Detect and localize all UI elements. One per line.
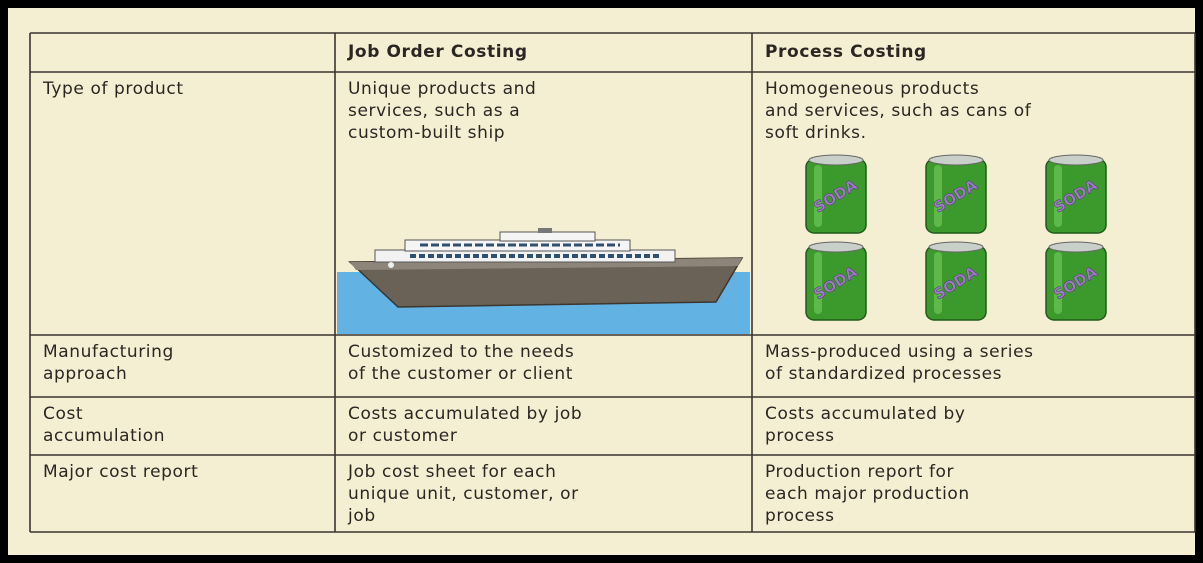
soda-can: SODA [1045, 241, 1107, 321]
cell-text: Costs accumulated by job [348, 404, 583, 424]
can-top [1048, 154, 1104, 166]
can-shine [1054, 252, 1062, 314]
cell-text: soft drinks. [765, 123, 867, 143]
cell-text: Unique products and [348, 79, 537, 99]
cans: SODA SODA SODA SODA SODA SODA [805, 154, 1107, 321]
can-shine [814, 165, 822, 227]
mast [538, 228, 552, 233]
soda-can: SODA [1045, 154, 1107, 234]
cell-text: of the customer or client [348, 364, 574, 384]
soda-can: SODA [925, 241, 987, 321]
cell-text: Homogeneous products [765, 79, 980, 99]
soda-can: SODA [805, 154, 867, 234]
row-label: approach [43, 364, 128, 384]
porthole [388, 262, 394, 268]
cell-text: Customized to the needs [348, 342, 575, 362]
can-top [928, 154, 984, 166]
deck-3 [499, 231, 596, 242]
row-label: Cost [43, 404, 84, 424]
cell-text: job [348, 506, 376, 526]
can-top [1048, 241, 1104, 253]
cell-text: Costs accumulated by [765, 404, 966, 424]
cell-text: custom-built ship [348, 123, 506, 143]
cell-text: and services, such as cans of [765, 101, 1032, 121]
cell-text: process [765, 426, 835, 446]
cell-text: services, such as a [348, 101, 521, 121]
can-top [808, 154, 864, 166]
can-top [928, 241, 984, 253]
column-header: Job Order Costing [348, 42, 528, 62]
can-top [808, 241, 864, 253]
soda-can: SODA [805, 241, 867, 321]
can-shine [1054, 165, 1062, 227]
cell-text: of standardized processes [765, 364, 1003, 384]
cell-text: unique unit, customer, or [348, 484, 579, 504]
cell-text: Production report for [765, 462, 955, 482]
can-shine [934, 252, 942, 314]
row-label: Manufacturing [43, 342, 174, 362]
cell-text: or customer [348, 426, 458, 446]
ship-illustration [337, 228, 750, 334]
can-shine [934, 165, 942, 227]
row-label: Type of product [43, 79, 184, 99]
column-header: Process Costing [765, 42, 927, 62]
row-label: accumulation [43, 426, 166, 446]
cell-text: Job cost sheet for each [348, 462, 557, 482]
cell-text: Mass-produced using a series [765, 342, 1034, 362]
cell-text: each major production [765, 484, 970, 504]
table-grid [29, 32, 1196, 533]
soda-can: SODA [925, 154, 987, 234]
cell-text: process [765, 506, 835, 526]
row-label: Major cost report [43, 462, 199, 482]
can-shine [814, 252, 822, 314]
